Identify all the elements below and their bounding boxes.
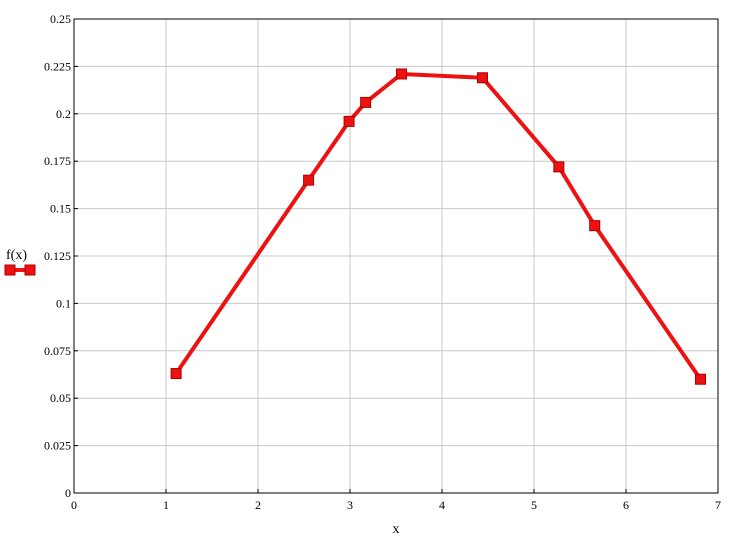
y-tick-label: 0.225 <box>44 59 71 73</box>
x-tick-label: 2 <box>255 498 261 512</box>
data-point-marker <box>170 368 182 380</box>
x-tick-label: 4 <box>439 498 445 512</box>
x-tick-label: 1 <box>163 498 169 512</box>
series-layer <box>170 68 707 385</box>
x-tick-label: 5 <box>531 498 537 512</box>
data-point-marker <box>303 174 315 186</box>
y-tick-label: 0.25 <box>50 12 71 26</box>
data-point-marker <box>589 220 601 232</box>
x-tick-label: 6 <box>623 498 629 512</box>
grid <box>73 18 719 494</box>
y-tick-label: 0 <box>65 486 71 500</box>
legend: f(x) <box>4 248 36 276</box>
data-point-marker <box>695 373 707 385</box>
data-point-marker <box>476 72 488 84</box>
x-axis-title: x <box>393 522 400 537</box>
x-tick-label: 3 <box>347 498 353 512</box>
y-tick-label: 0.05 <box>50 391 71 405</box>
x-tick-labels: 0 1 2 3 4 5 6 7 <box>71 489 721 512</box>
data-point-marker <box>343 115 355 127</box>
legend-label: f(x) <box>6 248 27 263</box>
data-point-marker <box>553 161 565 173</box>
series-line <box>174 71 703 381</box>
y-tick-label: 0.075 <box>44 344 71 358</box>
x-tick-label: 0 <box>71 498 77 512</box>
y-tick-label: 0.175 <box>44 154 71 168</box>
y-tick-label: 0.125 <box>44 249 71 263</box>
y-tick-label: 0.15 <box>50 202 71 216</box>
y-tick-label: 0.025 <box>44 439 71 453</box>
y-tick-label: 0.1 <box>56 296 71 310</box>
y-tick-label: 0.2 <box>56 107 71 121</box>
x-tick-label: 7 <box>715 498 721 512</box>
legend-marker <box>24 264 36 276</box>
data-point-marker <box>360 96 372 108</box>
y-tick-labels: 0 0.025 0.05 0.075 0.1 0.125 0.15 0.175 0.2 0.225… <box>44 12 78 500</box>
legend-marker <box>4 264 16 276</box>
data-point-marker <box>396 68 408 80</box>
